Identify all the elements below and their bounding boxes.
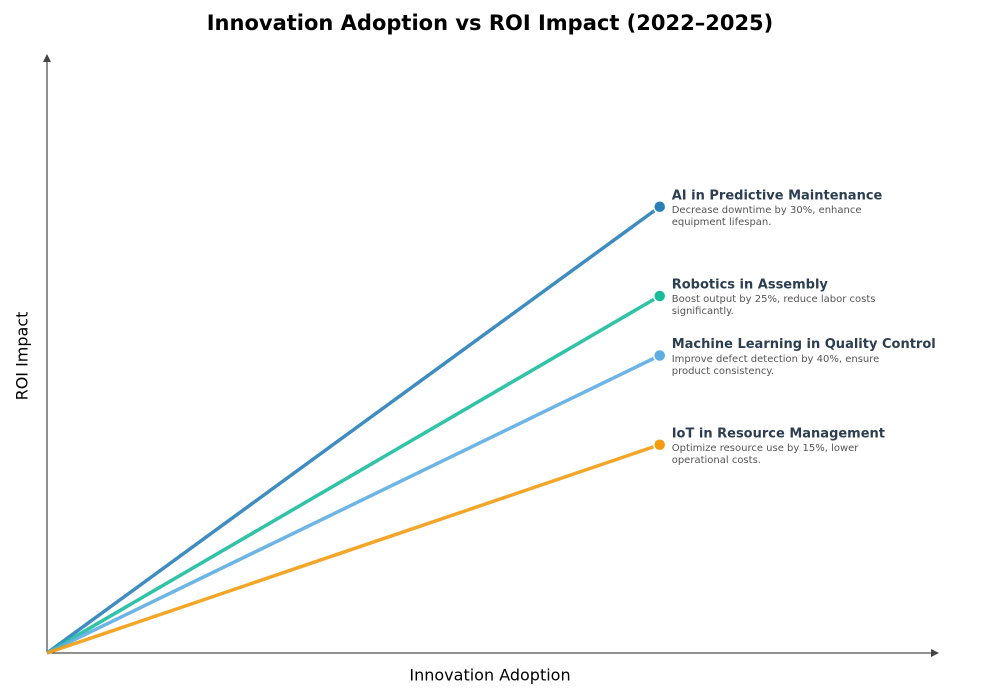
end-marker (652, 200, 667, 214)
series-name: Robotics in Assembly (672, 278, 829, 293)
series-description-box: Decrease downtime by 30%, enhance equipm… (671, 204, 862, 228)
series-description-box: Boost output by 25%, reduce labor costs … (671, 294, 876, 317)
x-axis-label: Innovation Adoption (409, 666, 570, 685)
series-line (46, 443, 661, 655)
series-description: Improve defect detection by 40%, ensure … (671, 353, 880, 377)
series-line (46, 294, 661, 655)
chart-title: Innovation Adoption vs ROI Impact (2022–… (207, 11, 774, 35)
series-name: AI in Predictive Maintenance (672, 188, 883, 203)
end-marker (652, 438, 667, 452)
series-description: Decrease downtime by 30%, enhance equipm… (671, 204, 862, 228)
series-description: Boost output by 25%, reduce labor costs … (671, 294, 876, 317)
series-name: Machine Learning in Quality Control (672, 337, 936, 352)
series-line (45, 205, 661, 655)
y-axis-label: ROI Impact (13, 312, 32, 401)
end-marker (652, 289, 667, 303)
series-description-box: Improve defect detection by 40%, ensure … (671, 353, 880, 377)
series-line (46, 353, 661, 655)
series-name: IoT in Resource Management (672, 426, 885, 441)
series-description: Optimize resource use by 15%, lower oper… (671, 442, 859, 466)
series-description-box: Optimize resource use by 15%, lower oper… (671, 442, 859, 466)
end-marker (652, 348, 667, 363)
